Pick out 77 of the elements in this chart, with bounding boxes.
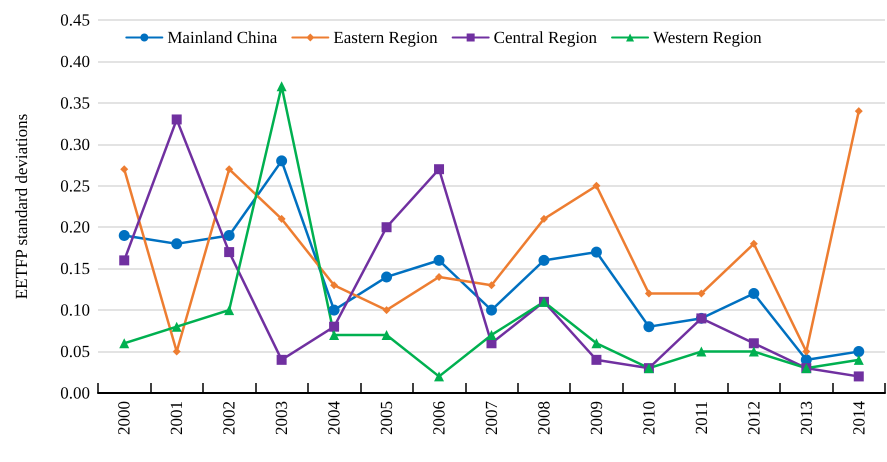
point — [118, 230, 130, 242]
point — [434, 254, 445, 266]
y-tick-label: 0.10 — [60, 300, 90, 320]
point — [172, 322, 182, 332]
x-tick-label: 2001 — [167, 401, 186, 435]
point — [329, 330, 340, 340]
point — [171, 238, 182, 250]
y-tick-label: 0.05 — [60, 342, 90, 362]
y-tick-label: 0.25 — [60, 176, 90, 196]
y-tick-label: 0.15 — [60, 259, 90, 278]
point — [225, 165, 234, 174]
y-tick-label: 0.40 — [60, 52, 90, 71]
y-axis-title: EETFP standard deviations — [12, 114, 31, 300]
point — [224, 247, 234, 258]
point — [486, 330, 496, 340]
point — [748, 346, 759, 357]
point — [592, 182, 600, 190]
point — [278, 214, 286, 223]
x-tick-label: 2012 — [744, 401, 764, 435]
point — [382, 330, 392, 340]
point — [538, 254, 550, 266]
point — [854, 371, 864, 382]
y-tick-label: 0.35 — [60, 93, 90, 112]
point — [276, 354, 287, 365]
point — [540, 214, 548, 223]
point — [330, 281, 338, 290]
x-tick-label: 2007 — [482, 400, 501, 435]
point — [276, 81, 287, 92]
legend-label: Western Region — [653, 28, 762, 47]
point — [853, 346, 864, 358]
y-tick-label: 0.00 — [60, 384, 90, 402]
x-tick-label: 2004 — [324, 400, 344, 435]
x-tick-label: 2010 — [639, 401, 658, 435]
point — [382, 222, 392, 232]
point — [434, 164, 444, 174]
point — [644, 290, 653, 298]
point — [119, 338, 130, 348]
x-tick-label: 2003 — [272, 401, 292, 435]
point — [329, 322, 340, 332]
point — [486, 304, 497, 316]
y-tick-label: 0.45 — [60, 10, 90, 30]
point — [172, 114, 182, 124]
point — [434, 371, 444, 382]
legend-label: Central Region — [494, 28, 598, 47]
point — [750, 240, 758, 248]
x-tick-label: 2014 — [849, 400, 868, 435]
point — [748, 288, 760, 300]
point — [590, 246, 602, 258]
point — [120, 165, 128, 174]
point — [119, 255, 130, 266]
point — [382, 306, 391, 314]
point — [435, 272, 444, 281]
x-tick-label: 2008 — [534, 401, 554, 435]
x-tick-label: 2011 — [692, 401, 711, 434]
legend-label: Mainland China — [167, 28, 278, 47]
point — [591, 338, 602, 348]
point — [488, 281, 496, 290]
x-tick-label: 2002 — [220, 401, 239, 435]
x-tick-label: 2005 — [377, 401, 396, 435]
point — [854, 354, 864, 365]
point — [696, 346, 706, 357]
point — [591, 354, 602, 365]
legend-label: Eastern Region — [333, 28, 438, 47]
x-tick-label: 2013 — [796, 401, 816, 435]
y-tick-label: 0.20 — [60, 218, 90, 237]
point — [328, 304, 340, 316]
x-tick-label: 2000 — [114, 401, 134, 435]
point — [854, 107, 863, 116]
y-tick-label: 0.30 — [60, 134, 90, 154]
point — [224, 305, 234, 316]
point — [276, 155, 288, 166]
point — [381, 271, 392, 282]
point — [224, 230, 235, 242]
x-tick-label: 2009 — [586, 401, 606, 435]
point — [748, 338, 759, 348]
x-tick-label: 2006 — [430, 401, 449, 435]
point — [643, 321, 654, 332]
